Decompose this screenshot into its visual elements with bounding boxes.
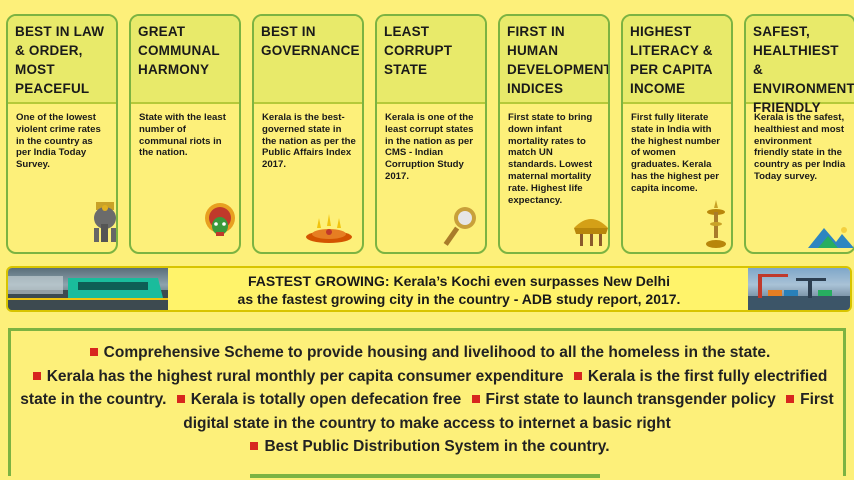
mountain-landscape-icon: [808, 227, 854, 248]
list-item: Best Public Distribution System in the c…: [264, 438, 610, 455]
oil-lamp-offering-icon: [306, 214, 352, 243]
card-title: SAFEST, HEALTHIEST & ENVIRONMENT FRIENDL…: [746, 16, 854, 115]
card-title: HIGHEST LITERACY & PER CAPITA INCOME: [623, 16, 731, 104]
kathakali-mask-icon: [205, 203, 235, 236]
fastest-growing-banner: FASTEST GROWING: Kerala’s Kochi even sur…: [6, 266, 852, 312]
list-item: First state to launch transgender policy: [485, 391, 776, 408]
card-least-corrupt: LEAST CORRUPT STATE Kerala is one of the…: [375, 14, 487, 254]
aranmula-mirror-icon: [443, 207, 476, 246]
card-literacy-income: HIGHEST LITERACY & PER CAPITA INCOME Fir…: [621, 14, 733, 254]
list-item: Kerala is totally open defecation free: [190, 391, 462, 408]
achievement-cards: BEST IN LAW & ORDER, MOST PEACEFUL One o…: [6, 14, 854, 256]
bullet-icon: [32, 371, 41, 380]
bullet-icon: [176, 395, 185, 404]
card-human-development: FIRST IN HUMAN DEVELOPMENT INDICES First…: [498, 14, 610, 254]
achievements-list-box: Comprehensive Scheme to provide housing …: [8, 328, 846, 476]
banner-text: FASTEST GROWING: Kerala’s Kochi even sur…: [178, 272, 740, 308]
brass-lamp-icon: [706, 200, 726, 248]
card-body: First state to bring down infant mortali…: [508, 112, 593, 206]
list-item: Comprehensive Scheme to provide housing …: [103, 344, 771, 361]
card-body: One of the lowest violent crime rates in…: [16, 112, 101, 171]
card-body: Kerala is the safest, healthiest and mos…: [754, 112, 846, 182]
banner-line-2: as the fastest growing city in the count…: [237, 291, 681, 307]
card-title: GREAT COMMUNAL HARMONY: [131, 16, 239, 104]
list-item: First digital state in the country to ma…: [183, 391, 834, 432]
card-governance: BEST IN GOVERNANCE Kerala is the best-go…: [252, 14, 364, 254]
card-body: Kerala is the best-governed state in the…: [262, 112, 356, 171]
achievements-list: Comprehensive Scheme to provide housing …: [11, 341, 843, 459]
card-title: BEST IN GOVERNANCE: [254, 16, 362, 104]
bullet-icon: [471, 395, 480, 404]
card-title: LEAST CORRUPT STATE: [377, 16, 485, 104]
list-item: Kerala is the first fully electrified st…: [20, 367, 828, 409]
banner-line-1: FASTEST GROWING: Kerala’s Kochi even sur…: [248, 273, 670, 289]
card-title: BEST IN LAW & ORDER, MOST PEACEFUL: [8, 16, 116, 104]
card-body: State with the least number of communal …: [139, 112, 226, 159]
list-line: Comprehensive Scheme to provide housing …: [11, 341, 843, 365]
card-body: First fully literate state in India with…: [631, 112, 721, 194]
card-body: Kerala is one of the least corrupt state…: [385, 112, 474, 182]
elephant-icon: [94, 202, 116, 242]
card-safest-healthiest: SAFEST, HEALTHIEST & ENVIRONMENT FRIENDL…: [744, 14, 854, 254]
list-line: Kerala has the highest rural monthly per…: [11, 365, 843, 436]
bullet-icon: [573, 371, 582, 380]
bullet-icon: [250, 442, 259, 451]
bullet-icon: [89, 348, 98, 357]
list-line: Best Public Distribution System in the c…: [11, 435, 843, 459]
metro-train-image: [8, 268, 168, 310]
footer-divider: [250, 474, 600, 478]
card-law-order: BEST IN LAW & ORDER, MOST PEACEFUL One o…: [6, 14, 118, 254]
card-title: FIRST IN HUMAN DEVELOPMENT INDICES: [500, 16, 608, 104]
card-communal-harmony: GREAT COMMUNAL HARMONY State with the le…: [129, 14, 241, 254]
ceremonial-umbrella-icon: [574, 219, 608, 246]
list-item: Kerala has the highest rural monthly per…: [46, 367, 564, 385]
bullet-icon: [786, 395, 795, 404]
port-cranes-image: [748, 268, 850, 310]
